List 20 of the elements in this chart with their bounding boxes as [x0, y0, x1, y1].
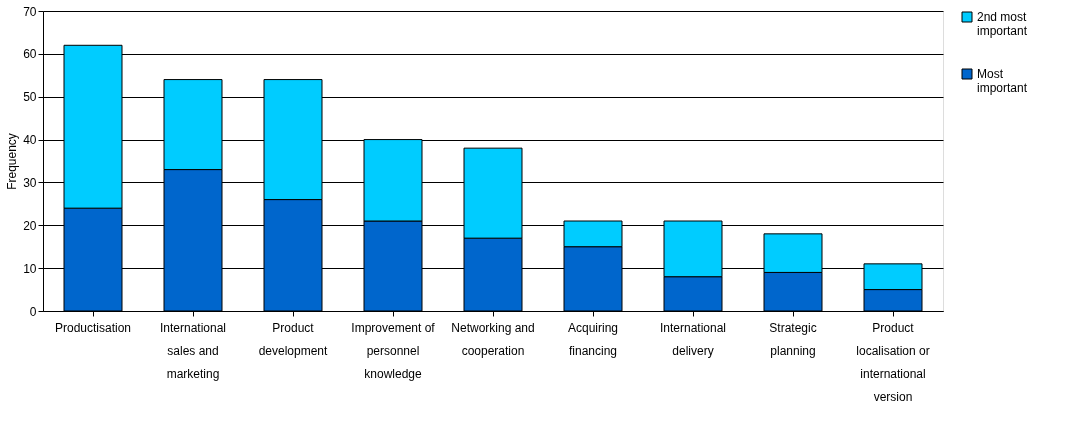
- x-tick-label: Improvement of personnel knowledge: [351, 320, 436, 381]
- y-tick-label: 20: [23, 218, 37, 233]
- y-tick-label: 40: [23, 133, 37, 148]
- x-tick-label: Strategic planning: [769, 320, 817, 358]
- y-axis-title: Frequency: [5, 133, 20, 190]
- x-tick-label: Product localisation or international version: [856, 320, 930, 404]
- legend-label: 2nd most important: [977, 10, 1028, 38]
- y-tick-label: 0: [29, 304, 37, 319]
- y-tick-label: 60: [23, 47, 37, 62]
- y-tick-label: 50: [23, 90, 37, 105]
- legend-label: Most important: [977, 67, 1028, 95]
- x-tick-label: Product development: [258, 320, 329, 358]
- y-tick-label: 70: [23, 4, 37, 19]
- x-tick-label: Networking and cooperation: [451, 320, 535, 358]
- x-tick-label: International delivery: [659, 320, 727, 358]
- y-tick-label: 30: [23, 175, 37, 190]
- y-tick-label: 10: [23, 261, 37, 276]
- x-tick-label: International sales and marketing: [159, 320, 227, 381]
- x-tick-label: Acquiring financing: [567, 320, 619, 358]
- x-tick-label: Productisation: [54, 320, 132, 335]
